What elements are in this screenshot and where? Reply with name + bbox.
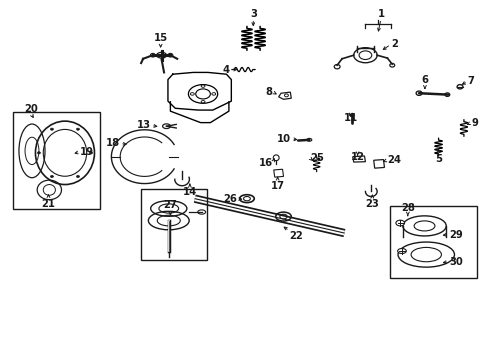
Text: 4: 4 (223, 64, 229, 75)
Ellipse shape (76, 128, 79, 130)
Bar (141, 189, 206, 260)
Text: 1: 1 (377, 9, 384, 19)
Text: 26: 26 (223, 194, 237, 204)
Text: 28: 28 (400, 203, 414, 213)
Text: 21: 21 (41, 199, 55, 209)
Ellipse shape (50, 128, 53, 130)
Text: 2: 2 (390, 40, 397, 49)
Text: 3: 3 (249, 9, 256, 19)
Ellipse shape (76, 175, 79, 177)
Text: 9: 9 (470, 118, 477, 128)
Text: 23: 23 (365, 199, 378, 209)
Ellipse shape (50, 175, 53, 177)
Text: 25: 25 (310, 153, 324, 163)
Text: 18: 18 (106, 139, 120, 148)
Bar (389, 206, 476, 278)
Text: 10: 10 (277, 134, 291, 144)
Text: 30: 30 (448, 257, 462, 267)
Ellipse shape (348, 114, 353, 116)
Ellipse shape (397, 248, 406, 253)
Text: 12: 12 (350, 152, 364, 162)
Text: 7: 7 (467, 76, 474, 86)
Text: 6: 6 (421, 75, 427, 85)
Text: 20: 20 (24, 104, 38, 114)
Text: 17: 17 (270, 181, 284, 191)
Text: 16: 16 (258, 158, 272, 168)
Text: 24: 24 (386, 155, 400, 165)
Text: 5: 5 (434, 154, 441, 164)
Ellipse shape (38, 152, 41, 154)
Text: 27: 27 (163, 201, 177, 211)
Text: 8: 8 (265, 87, 272, 97)
Text: 14: 14 (183, 187, 197, 197)
Text: 13: 13 (137, 121, 151, 130)
Text: 22: 22 (289, 231, 303, 241)
Text: 15: 15 (153, 33, 167, 43)
Text: 19: 19 (80, 147, 94, 157)
Ellipse shape (395, 220, 404, 226)
Ellipse shape (89, 152, 92, 154)
Text: 11: 11 (343, 113, 357, 123)
Bar (13, 112, 100, 210)
Text: 29: 29 (448, 230, 462, 239)
